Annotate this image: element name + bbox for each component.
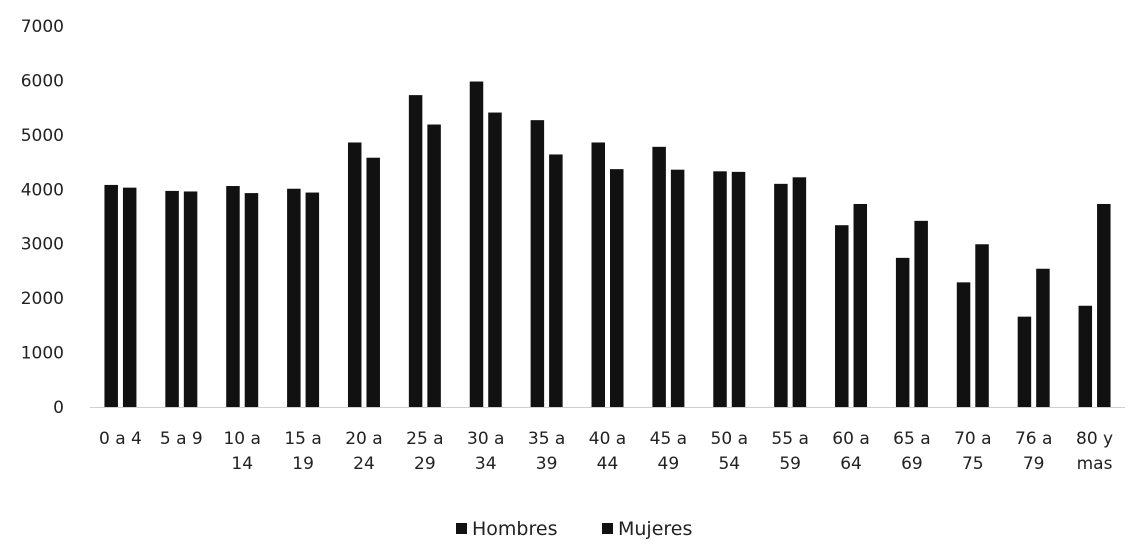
bar-mujeres [488, 112, 502, 407]
legend-swatch [602, 523, 613, 534]
bar-hombres [469, 81, 484, 407]
x-tick-label: mas [1077, 454, 1113, 474]
bar-mujeres [610, 169, 624, 407]
x-tick-label: 60 a [832, 429, 869, 449]
y-tick-label: 3000 [21, 235, 64, 255]
bar-hombres [530, 120, 545, 407]
x-tick-label: 65 a [893, 429, 930, 449]
y-tick-label: 5000 [21, 126, 64, 146]
x-tick-label: 15 a [284, 429, 321, 449]
legend: Hombres Mujeres [456, 518, 692, 540]
bar-mujeres [244, 193, 259, 407]
x-tick-label: 20 a [345, 429, 382, 449]
y-tick-label: 2000 [21, 289, 64, 309]
x-tick-label: 0 a 4 [99, 429, 142, 449]
bar-hombres [835, 225, 849, 407]
x-tick-label: 54 [718, 454, 740, 474]
bar-hombres [956, 282, 971, 407]
bar-hombres [104, 184, 118, 407]
bar-mujeres [427, 124, 441, 407]
x-tick-label: 49 [658, 454, 680, 474]
x-tick-label: 30 a [467, 429, 504, 449]
x-tick-label: 44 [597, 454, 619, 474]
x-tick-label: 79 [1023, 454, 1045, 474]
bar-mujeres [731, 171, 746, 407]
bar-hombres [408, 95, 423, 408]
bar-hombres [226, 186, 240, 407]
x-tick-label: 35 a [528, 429, 565, 449]
x-tick-label: 34 [475, 454, 497, 474]
x-tick-label: 70 a [954, 429, 991, 449]
bar-mujeres [122, 187, 137, 407]
bar-hombres [652, 146, 666, 407]
bar-hombres [591, 142, 605, 407]
bar-mujeres [670, 169, 685, 407]
bar-hombres [347, 142, 362, 407]
x-tick-label: 69 [901, 454, 923, 474]
x-tick-label: 19 [292, 454, 314, 474]
bar-mujeres [792, 177, 807, 407]
x-tick-label: 45 a [650, 429, 687, 449]
y-tick-label: 1000 [21, 344, 64, 364]
legend-swatch [456, 523, 467, 534]
x-tick-label: 50 a [711, 429, 748, 449]
bar-mujeres [853, 203, 868, 407]
x-tick-label: 25 a [406, 429, 443, 449]
x-tick-label: 76 a [1015, 429, 1052, 449]
y-tick-label: 4000 [21, 180, 64, 200]
y-tick-label: 7000 [21, 17, 64, 37]
x-tick-label: 5 a 9 [160, 429, 203, 449]
bar-mujeres [549, 154, 563, 407]
y-tick-label: 6000 [21, 71, 64, 91]
bar-hombres [1078, 305, 1093, 407]
x-tick-label: 10 a [223, 429, 260, 449]
bar-mujeres [1036, 268, 1050, 407]
bar-hombres [895, 257, 910, 407]
bar-hombres [165, 190, 179, 407]
bar-mujeres [183, 191, 198, 407]
bar-mujeres [975, 244, 989, 407]
bar-mujeres [366, 157, 380, 407]
x-tick-label: 40 a [589, 429, 626, 449]
bar-hombres [287, 188, 301, 407]
x-tick-label: 14 [231, 454, 253, 474]
x-tick-label: 55 a [771, 429, 808, 449]
y-axis: 0 1000 2000 3000 4000 5000 6000 7000 [21, 17, 64, 418]
x-tick-label: 59 [779, 454, 801, 474]
x-tick-label: 39 [536, 454, 558, 474]
bar-hombres [774, 183, 788, 407]
y-tick-label: 0 [53, 398, 64, 418]
x-tick-label: 75 [962, 454, 984, 474]
x-tick-label: 64 [840, 454, 862, 474]
legend-label: Mujeres [618, 518, 692, 540]
x-tick-label: 80 y [1076, 429, 1113, 449]
x-axis: 0 a 4 5 a 9 10 a 14 15 a 19 20 a 24 25 a 29 30 a 34… [99, 429, 1113, 474]
bars [104, 81, 1111, 408]
bar-hombres [1017, 316, 1032, 407]
x-tick-label: 29 [414, 454, 436, 474]
legend-label: Hombres [472, 518, 557, 540]
x-tick-label: 24 [353, 454, 375, 474]
bar-mujeres [914, 220, 928, 407]
bar-mujeres [1097, 203, 1111, 407]
bar-hombres [713, 171, 727, 407]
bar-mujeres [305, 192, 320, 407]
